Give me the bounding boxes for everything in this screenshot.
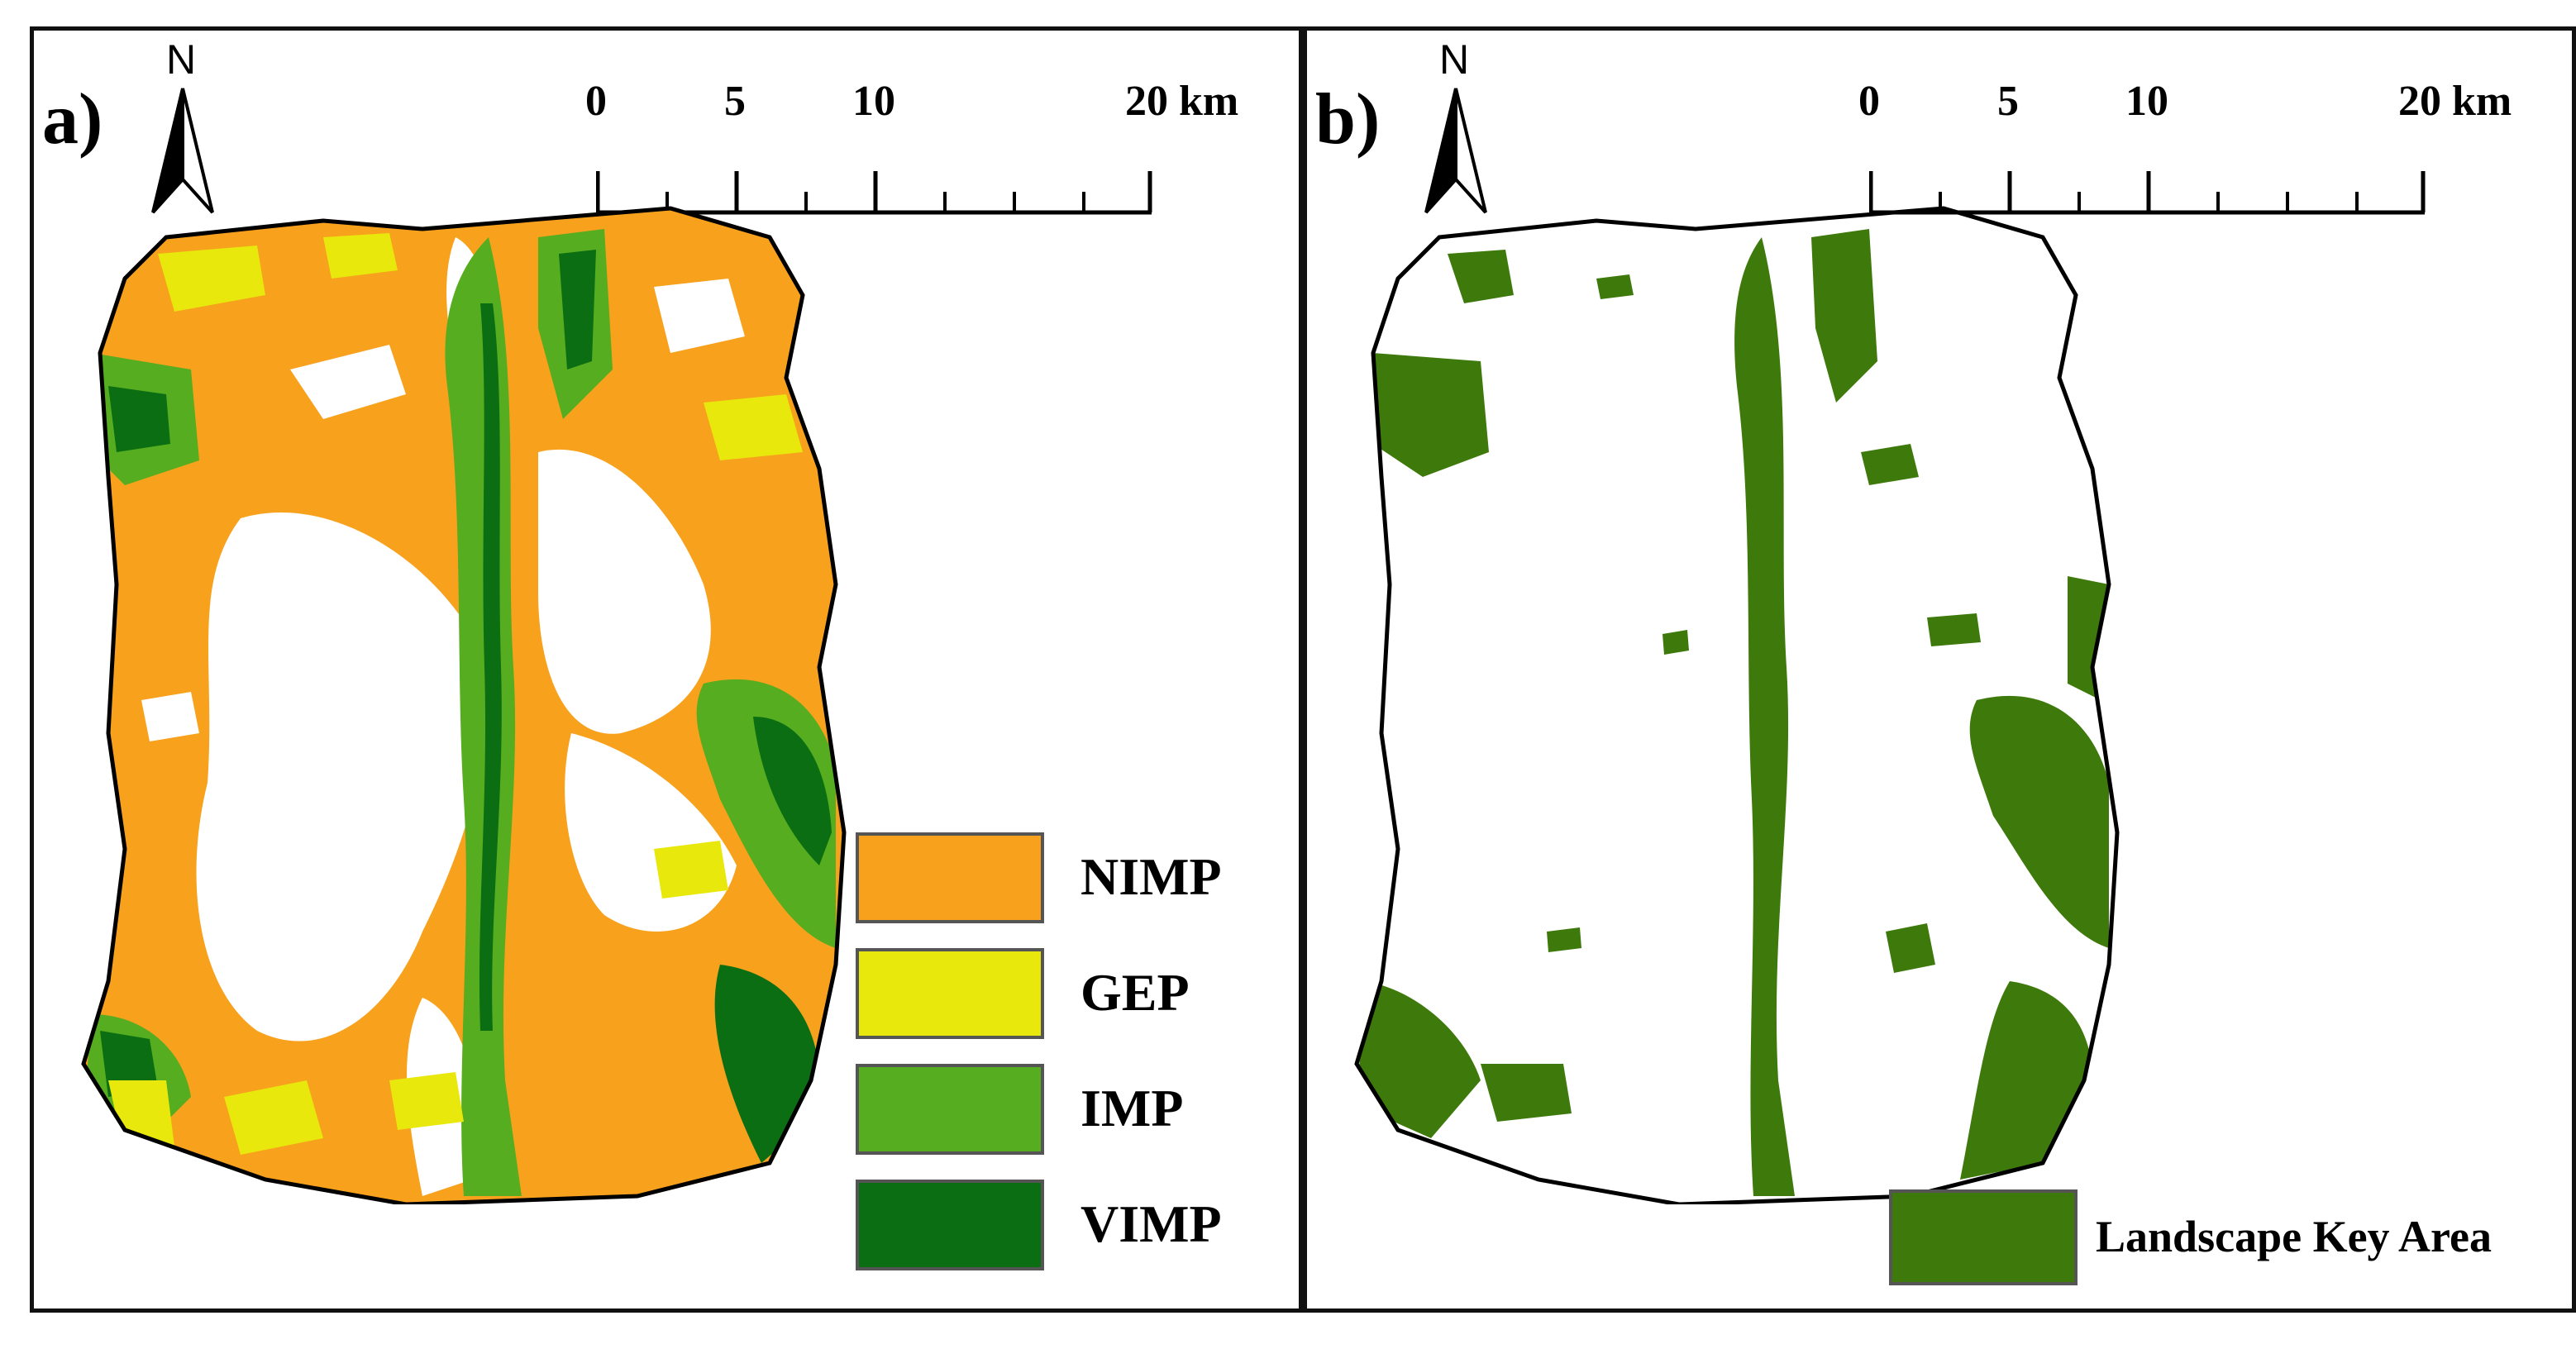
legend-label: VIMP <box>1080 1194 1222 1253</box>
north-arrow: N <box>141 39 232 237</box>
north-letter: N <box>166 36 197 83</box>
legend-label: GEP <box>1080 963 1190 1022</box>
legend-label: Landscape Key Area <box>2096 1212 2493 1261</box>
north-arrow-icon <box>1424 88 1487 214</box>
scale-end-label: 20 km <box>2398 78 2512 125</box>
panel-label: a) <box>42 79 103 160</box>
scale-tick-label: 10 <box>2125 78 2168 125</box>
legend-label: NIMP <box>1080 847 1222 906</box>
study-area-map <box>81 206 847 1204</box>
legend-swatch <box>856 832 1044 923</box>
legend-label: IMP <box>1080 1079 1184 1137</box>
legend-swatch <box>856 1180 1044 1270</box>
legend: NIMP GEP IMP VIMP <box>856 832 1302 1295</box>
map-panel-a: a) N 0 5 10 20 km <box>30 26 1303 1313</box>
scale-tick-label: 0 <box>585 78 607 125</box>
north-letter: N <box>1439 36 1470 83</box>
scale-bar: 0 5 10 20 km <box>585 78 1238 229</box>
scale-end-label: 20 km <box>1125 78 1239 125</box>
legend-swatch <box>856 1064 1044 1155</box>
scale-tick-label: 0 <box>1858 78 1880 125</box>
legend: Landscape Key Area <box>1889 1189 2567 1297</box>
scale-tick-label: 10 <box>852 78 895 125</box>
north-arrow-icon <box>151 88 214 214</box>
north-arrow: N <box>1414 39 1505 237</box>
scale-tick-label: 5 <box>724 78 746 125</box>
map-panel-b: b) N 0 5 10 20 km <box>1303 26 2576 1313</box>
landscape-key-area-map <box>1354 206 2120 1204</box>
legend-swatch <box>856 948 1044 1039</box>
scale-tick-label: 5 <box>1997 78 2019 125</box>
legend-swatch <box>1889 1189 2077 1285</box>
panel-label: b) <box>1315 79 1381 160</box>
